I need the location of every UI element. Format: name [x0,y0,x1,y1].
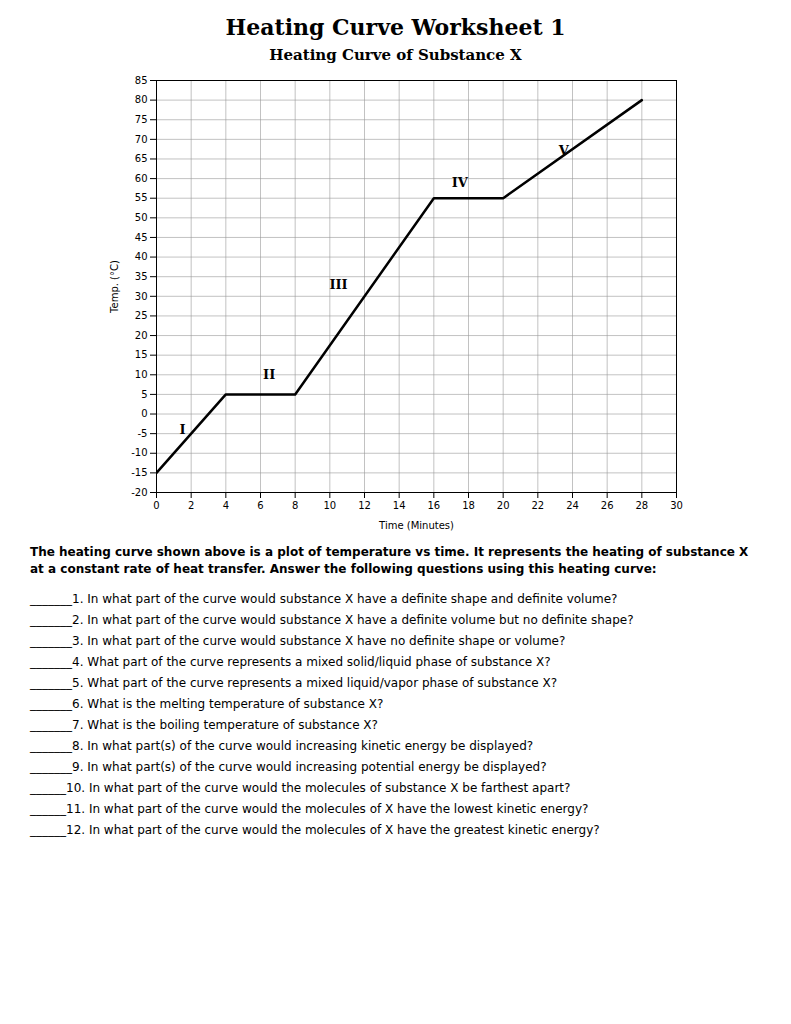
svg-text:55: 55 [134,192,147,203]
html-text:Heating Curve of Substance X: Heating Curve of Substance X [269,46,522,64]
svg-text:Time (Minutes): Time (Minutes) [378,520,454,531]
svg-text:30: 30 [134,291,147,302]
svg-text:24: 24 [566,500,579,511]
html-text:______12. In what part of the: ______12. In what part of the curve woul… [30,822,600,837]
svg-text:5: 5 [141,389,147,400]
svg-text:50: 50 [134,212,147,223]
html-text:_______5. What part of the cur: _______5. What part of the curve represe… [30,675,558,690]
svg-text:16: 16 [427,500,440,511]
svg-text:V: V [557,143,569,158]
svg-text:20: 20 [496,500,509,511]
svg-text:28: 28 [635,500,648,511]
html-text:_______3. In what part of the: _______3. In what part of the curve woul… [30,633,566,648]
html-text:_______9. In what part(s) of t: _______9. In what part(s) of the curve w… [30,759,547,774]
svg-text:10: 10 [134,369,147,380]
html-text:_______1. In what part of the: _______1. In what part of the curve woul… [30,591,618,606]
svg-text:-5: -5 [137,428,147,439]
svg-text:Temp. (°C): Temp. (°C) [108,260,119,314]
html-text:_______4. What part of the cur: _______4. What part of the curve represe… [30,654,551,669]
svg-text:22: 22 [531,500,544,511]
html-text:_______2. In what part of the: _______2. In what part of the curve woul… [30,612,634,627]
svg-text:10: 10 [323,500,336,511]
svg-text:12: 12 [358,500,371,511]
html-text:______11. In what part of the: ______11. In what part of the curve woul… [30,801,589,816]
svg-text:80: 80 [134,94,147,105]
svg-text:0: 0 [153,500,159,511]
svg-text:-10: -10 [131,447,147,458]
svg-text:65: 65 [134,153,147,164]
svg-text:30: 30 [670,500,683,511]
html-text:Heating Curve Worksheet 1: Heating Curve Worksheet 1 [225,14,566,40]
svg-text:0: 0 [141,408,147,419]
svg-text:60: 60 [134,173,147,184]
svg-text:14: 14 [392,500,405,511]
html-text:_______6. What is the melting: _______6. What is the melting temperatur… [30,696,384,711]
svg-text:35: 35 [134,271,147,282]
html-text:The heating curve shown above: The heating curve shown above is a plot … [30,545,749,577]
svg-text:-15: -15 [131,467,147,478]
svg-text:40: 40 [134,251,147,262]
svg-text:70: 70 [134,134,147,145]
svg-text:2: 2 [187,500,193,511]
svg-text:75: 75 [134,114,147,125]
svg-text:6: 6 [257,500,263,511]
svg-text:I: I [179,422,185,437]
svg-text:-20: -20 [131,487,147,498]
html-text:______10. In what part of the: ______10. In what part of the curve woul… [30,780,571,795]
svg-text:20: 20 [134,330,147,341]
svg-text:45: 45 [134,232,147,243]
svg-text:IV: IV [451,175,468,190]
svg-text:4: 4 [222,500,228,511]
svg-text:8: 8 [291,500,297,511]
html-text:_______8. In what part(s) of t: _______8. In what part(s) of the curve w… [30,738,534,753]
svg-text:15: 15 [134,349,147,360]
svg-text:II: II [263,367,275,382]
html-text:_______7. What is the boiling: _______7. What is the boiling temperatur… [30,717,378,732]
svg-text:26: 26 [600,500,613,511]
svg-text:25: 25 [134,310,147,321]
svg-text:18: 18 [462,500,475,511]
svg-text:85: 85 [134,75,147,86]
svg-text:III: III [329,277,347,292]
